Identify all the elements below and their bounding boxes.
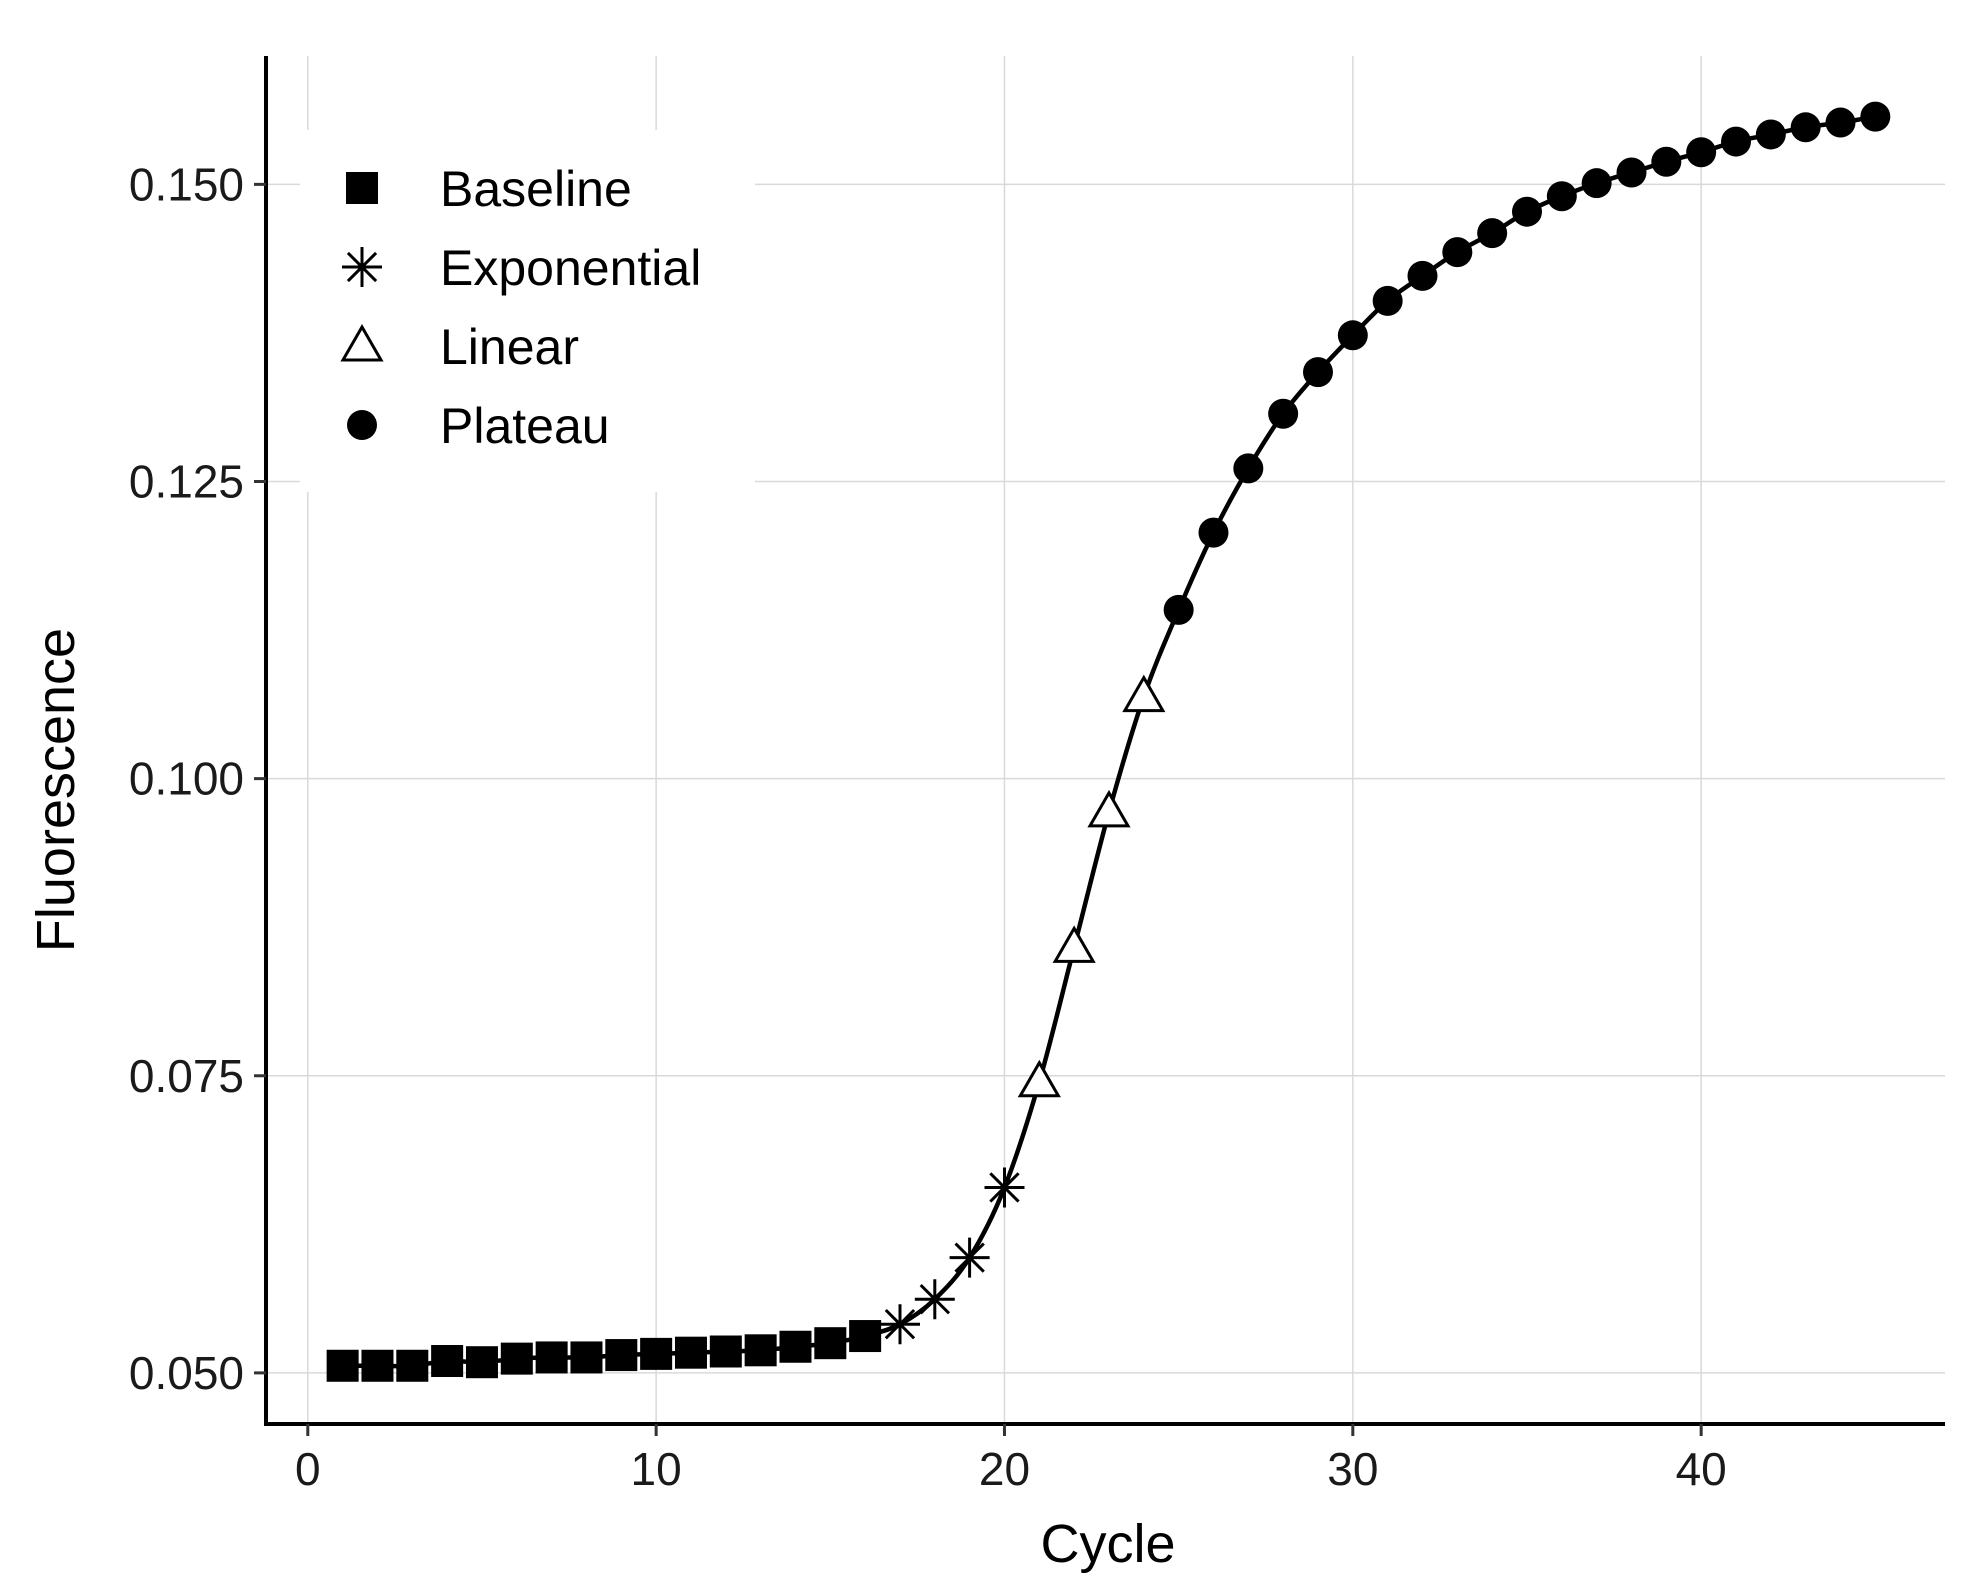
x-tick-label: 30 [1327,1443,1378,1495]
plateau-point [1407,260,1438,291]
plateau-point [1442,237,1473,268]
exponential-point [880,1304,920,1345]
y-tick-label: 0.100 [129,753,244,805]
plateau-point [1755,119,1786,150]
x-tick-label: 20 [979,1443,1030,1495]
baseline-point [674,1336,707,1369]
plateau-point [1546,181,1577,212]
plateau-point [1163,594,1194,625]
legend-linear-label: Linear [440,319,579,375]
baseline-point [814,1327,847,1360]
plateau-point [1720,126,1751,157]
baseline-point [570,1341,603,1374]
legend: Baseline Exponential Linear Plateau [340,161,701,454]
plateau-point [1268,398,1299,429]
legend-exponential-label: Exponential [440,240,701,296]
plateau-point [1372,285,1403,316]
plateau-point [1790,112,1821,143]
baseline-point [465,1346,498,1379]
exponential-point [914,1279,955,1320]
legend-baseline-label: Baseline [440,161,632,217]
plateau-point [1198,517,1229,548]
baseline-point [535,1341,568,1374]
baseline-point [849,1320,882,1353]
plateau-point [1233,453,1264,484]
baseline-point [396,1349,429,1382]
plateau-point [1686,137,1717,168]
y-axis-title: Fluorescence [26,628,86,952]
legend-exponential-marker [342,247,382,287]
legend-linear-marker [340,323,384,362]
plateau-point [1477,218,1508,249]
baseline-point [779,1330,812,1363]
plateau-point [1511,196,1542,227]
exponential-point [949,1237,990,1278]
x-tick-label: 40 [1676,1443,1727,1495]
plateau-point [1825,107,1856,138]
baseline-point [500,1342,533,1375]
x-tick-label: 10 [631,1443,682,1495]
plateau-point [1860,101,1891,132]
data-points [326,101,1891,1382]
linear-point [1087,789,1131,828]
plateau-point [1337,320,1368,351]
plateau-point [1651,146,1682,177]
baseline-point [431,1345,464,1378]
baseline-point [709,1335,742,1368]
x-tick-label: 0 [295,1443,321,1495]
plateau-point [1302,357,1333,388]
tick-labels: 0 10 20 30 40 0.050 0.075 0.100 0.125 0.150 [129,158,1727,1495]
y-tick-label: 0.075 [129,1050,244,1102]
baseline-point [326,1349,359,1382]
baseline-point [640,1337,673,1370]
exponential-point [984,1167,1025,1208]
baseline-point [744,1334,777,1367]
legend-plateau-marker [347,410,377,440]
plateau-point [1616,157,1647,188]
y-tick-label: 0.050 [129,1347,244,1399]
baseline-point [605,1339,638,1372]
plateau-point [1581,168,1612,199]
axes [254,56,1945,1436]
baseline-point [361,1349,394,1382]
x-axis-title: Cycle [1040,1514,1175,1574]
linear-point [1122,674,1166,713]
linear-point [1017,1059,1061,1098]
legend-plateau-label: Plateau [440,398,610,454]
y-tick-label: 0.150 [129,158,244,210]
y-tick-label: 0.125 [129,455,244,507]
legend-baseline-marker [346,172,378,204]
linear-point [1052,925,1096,963]
